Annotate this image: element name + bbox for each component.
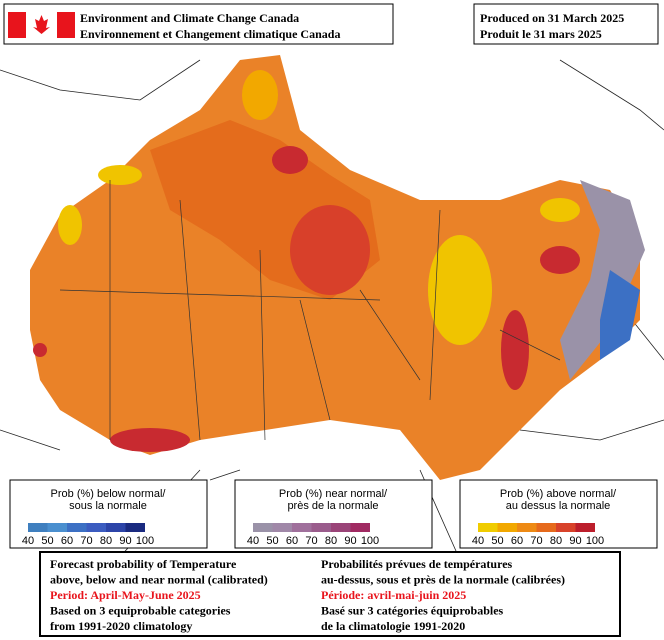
legend-swatch: [28, 523, 48, 532]
agency-en: Environment and Climate Change Canada: [80, 11, 299, 25]
legend-title: au dessus la normale: [506, 500, 611, 512]
legend-label: 100: [586, 535, 604, 547]
description-line: from 1991-2020 climatology: [50, 619, 192, 633]
legend-box: [9, 479, 208, 549]
legend-title: Prob (%) near normal/: [279, 488, 388, 500]
legend-swatch: [86, 523, 106, 532]
produced-fr: Produit le 31 mars 2025: [480, 27, 602, 41]
description-line: above, below and near normal (calibrated…: [50, 572, 268, 586]
legend-label: 40: [22, 535, 34, 547]
legend-swatch: [331, 523, 351, 532]
maple-leaf: [33, 15, 50, 34]
legend-title: Prob (%) below normal/: [51, 488, 167, 500]
legend-label: 40: [472, 535, 484, 547]
legend-title: près de la normale: [287, 500, 378, 512]
flag-bar: [57, 12, 75, 38]
produced-box: [473, 3, 659, 45]
description-line: au-dessus, sous et près de la normale (c…: [321, 572, 565, 586]
legend-label: 50: [41, 535, 53, 547]
produced-en: Produced on 31 March 2025: [480, 11, 624, 25]
above-normal-area: [272, 146, 308, 174]
legend-box: [234, 479, 433, 549]
legend-swatch: [253, 523, 273, 532]
description-box: [39, 551, 621, 637]
legend-label: 50: [266, 535, 278, 547]
above-normal-area: [110, 428, 190, 452]
legend-swatch: [125, 523, 145, 532]
legend-label: 70: [305, 535, 317, 547]
above-normal-area: [290, 205, 370, 295]
legend-swatch: [497, 523, 517, 532]
above-normal-area: [501, 310, 529, 390]
legend-swatch: [272, 523, 292, 532]
legend-swatch: [350, 523, 370, 532]
agency-fr: Environnement et Changement climatique C…: [80, 27, 340, 41]
legend-swatch: [517, 523, 537, 532]
legend-label: 100: [136, 535, 154, 547]
description-line: Period: April-May-June 2025: [50, 588, 201, 602]
flag-bar: [8, 12, 26, 38]
legend-title: sous la normale: [69, 500, 147, 512]
forecast-field: [30, 55, 645, 480]
description-line: de la climatologie 1991-2020: [321, 619, 465, 633]
province-lines: [59, 180, 561, 441]
legend-box: [459, 479, 658, 549]
above-normal-area: [242, 70, 278, 120]
near-normal-area: [560, 180, 645, 380]
description-line: Based on 3 equiprobable categories: [50, 603, 231, 617]
above-normal-area: [540, 246, 580, 274]
below-normal-area: [600, 270, 640, 360]
above-normal-area: [33, 343, 47, 357]
legend-label: 100: [361, 535, 379, 547]
legend-swatch: [536, 523, 556, 532]
above-normal-area: [58, 205, 82, 245]
legend-label: 60: [286, 535, 298, 547]
legends: Prob (%) below normal/sous la normale 40 5…: [9, 479, 658, 549]
legend-label: 80: [100, 535, 112, 547]
description-line: Basé sur 3 catégories équiprobables: [321, 603, 504, 617]
above-normal-area: [98, 165, 142, 185]
above-normal-area: [540, 198, 580, 222]
legend-label: 90: [569, 535, 581, 547]
description-line: Période: avril-mai-juin 2025: [321, 588, 466, 602]
legend-title: Prob (%) above normal/: [500, 488, 617, 500]
legend-swatch: [292, 523, 312, 532]
legend-swatch: [311, 523, 331, 532]
description-line: Forecast probability of Temperature: [50, 557, 237, 571]
legend-swatch: [478, 523, 498, 532]
legend-label: 80: [550, 535, 562, 547]
above-normal-area: [428, 235, 492, 345]
description: Forecast probability of Temperatureabove…: [50, 557, 565, 633]
legend-label: 90: [344, 535, 356, 547]
legend-swatch: [556, 523, 576, 532]
legend-label: 70: [80, 535, 92, 547]
province-line: [59, 180, 561, 441]
legend-swatch: [67, 523, 87, 532]
legend-swatch: [575, 523, 595, 532]
legend-label: 60: [511, 535, 523, 547]
description-line: Probabilités prévues de températures: [321, 557, 513, 571]
legend-swatch: [47, 523, 67, 532]
flag: [8, 12, 75, 38]
legend-label: 90: [119, 535, 131, 547]
legend-swatch: [106, 523, 126, 532]
legend-label: 40: [247, 535, 259, 547]
legend-label: 60: [61, 535, 73, 547]
legend-label: 50: [491, 535, 503, 547]
legend-label: 70: [530, 535, 542, 547]
legend-label: 80: [325, 535, 337, 547]
